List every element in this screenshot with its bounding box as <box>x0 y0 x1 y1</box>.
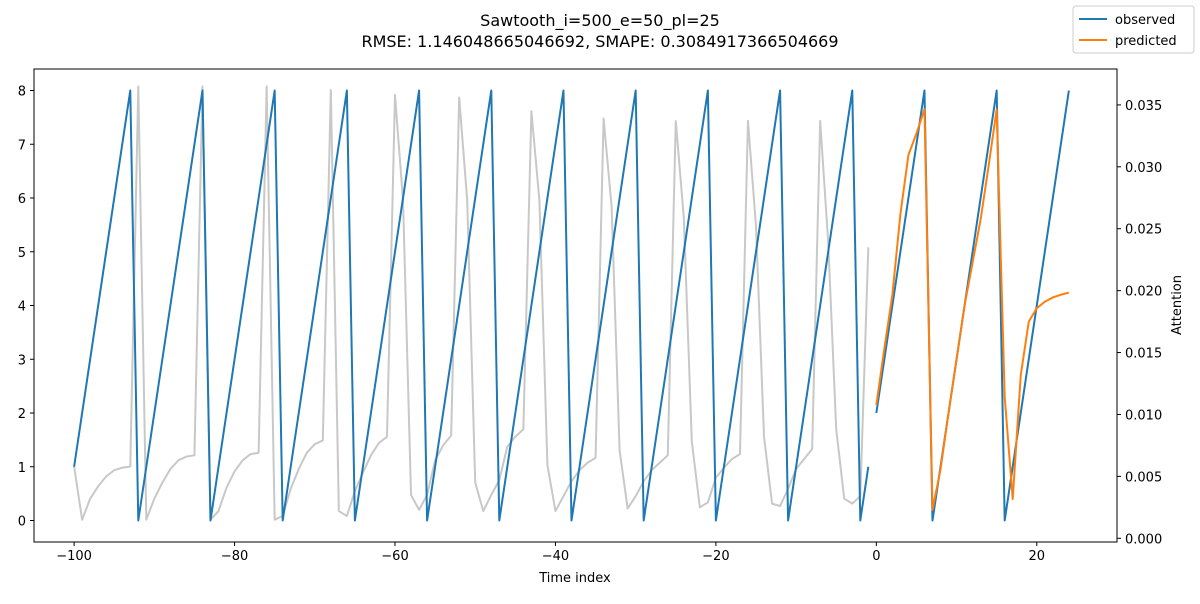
y-tick-label: 3 <box>18 353 26 368</box>
series-line-observed <box>73 89 870 522</box>
y2-tick-label: 0.000 <box>1125 532 1162 547</box>
y2-tick-label: 0.020 <box>1125 285 1162 300</box>
x-tick-label: 20 <box>1029 549 1046 564</box>
chart-title: Sawtooth_i=500_e=50_pl=25 <box>480 11 720 31</box>
y-tick-label: 0 <box>18 515 26 530</box>
y2-tick-label: 0.035 <box>1125 99 1162 114</box>
plot-frame <box>33 68 1118 543</box>
y2-tick-label: 0.025 <box>1125 223 1162 238</box>
y-tick-label: 7 <box>18 138 26 153</box>
y-tick-label: 1 <box>18 461 26 476</box>
x-tick-label: −100 <box>56 549 92 564</box>
x-tick-label: −20 <box>702 549 729 564</box>
x-tick-label: −80 <box>221 549 248 564</box>
chart-subtitle: RMSE: 1.146048665046692, SMAPE: 0.308491… <box>361 32 838 51</box>
y2-tick-label: 0.005 <box>1125 470 1162 485</box>
series-line-predicted <box>875 108 1070 511</box>
legend-box <box>1072 5 1195 54</box>
x-axis-label: Time index <box>538 571 611 586</box>
legend-label-observed: observed <box>1115 13 1175 28</box>
y-tick-label: 2 <box>18 407 26 422</box>
x-tick-label: −60 <box>381 549 408 564</box>
y2-tick-label: 0.010 <box>1125 408 1162 423</box>
legend: observed predicted <box>1072 5 1195 54</box>
y-tick-label: 5 <box>18 246 26 261</box>
x-tick-label: −40 <box>542 549 569 564</box>
y2-tick-label: 0.015 <box>1125 347 1162 362</box>
x-tick-label: 0 <box>872 549 880 564</box>
y-tick-label: 4 <box>18 300 26 315</box>
legend-label-predicted: predicted <box>1115 34 1177 49</box>
y2-tick-label: 0.030 <box>1125 161 1162 176</box>
y2-axis-label: Attention <box>1170 275 1185 335</box>
y-tick-label: 8 <box>18 85 26 100</box>
plot-area: −100 −80 −60 −40 −20 0 20 0 1 2 3 4 5 6 7 8 0.000 0.005 0.… <box>18 68 1162 564</box>
y-tick-label: 6 <box>18 192 26 207</box>
